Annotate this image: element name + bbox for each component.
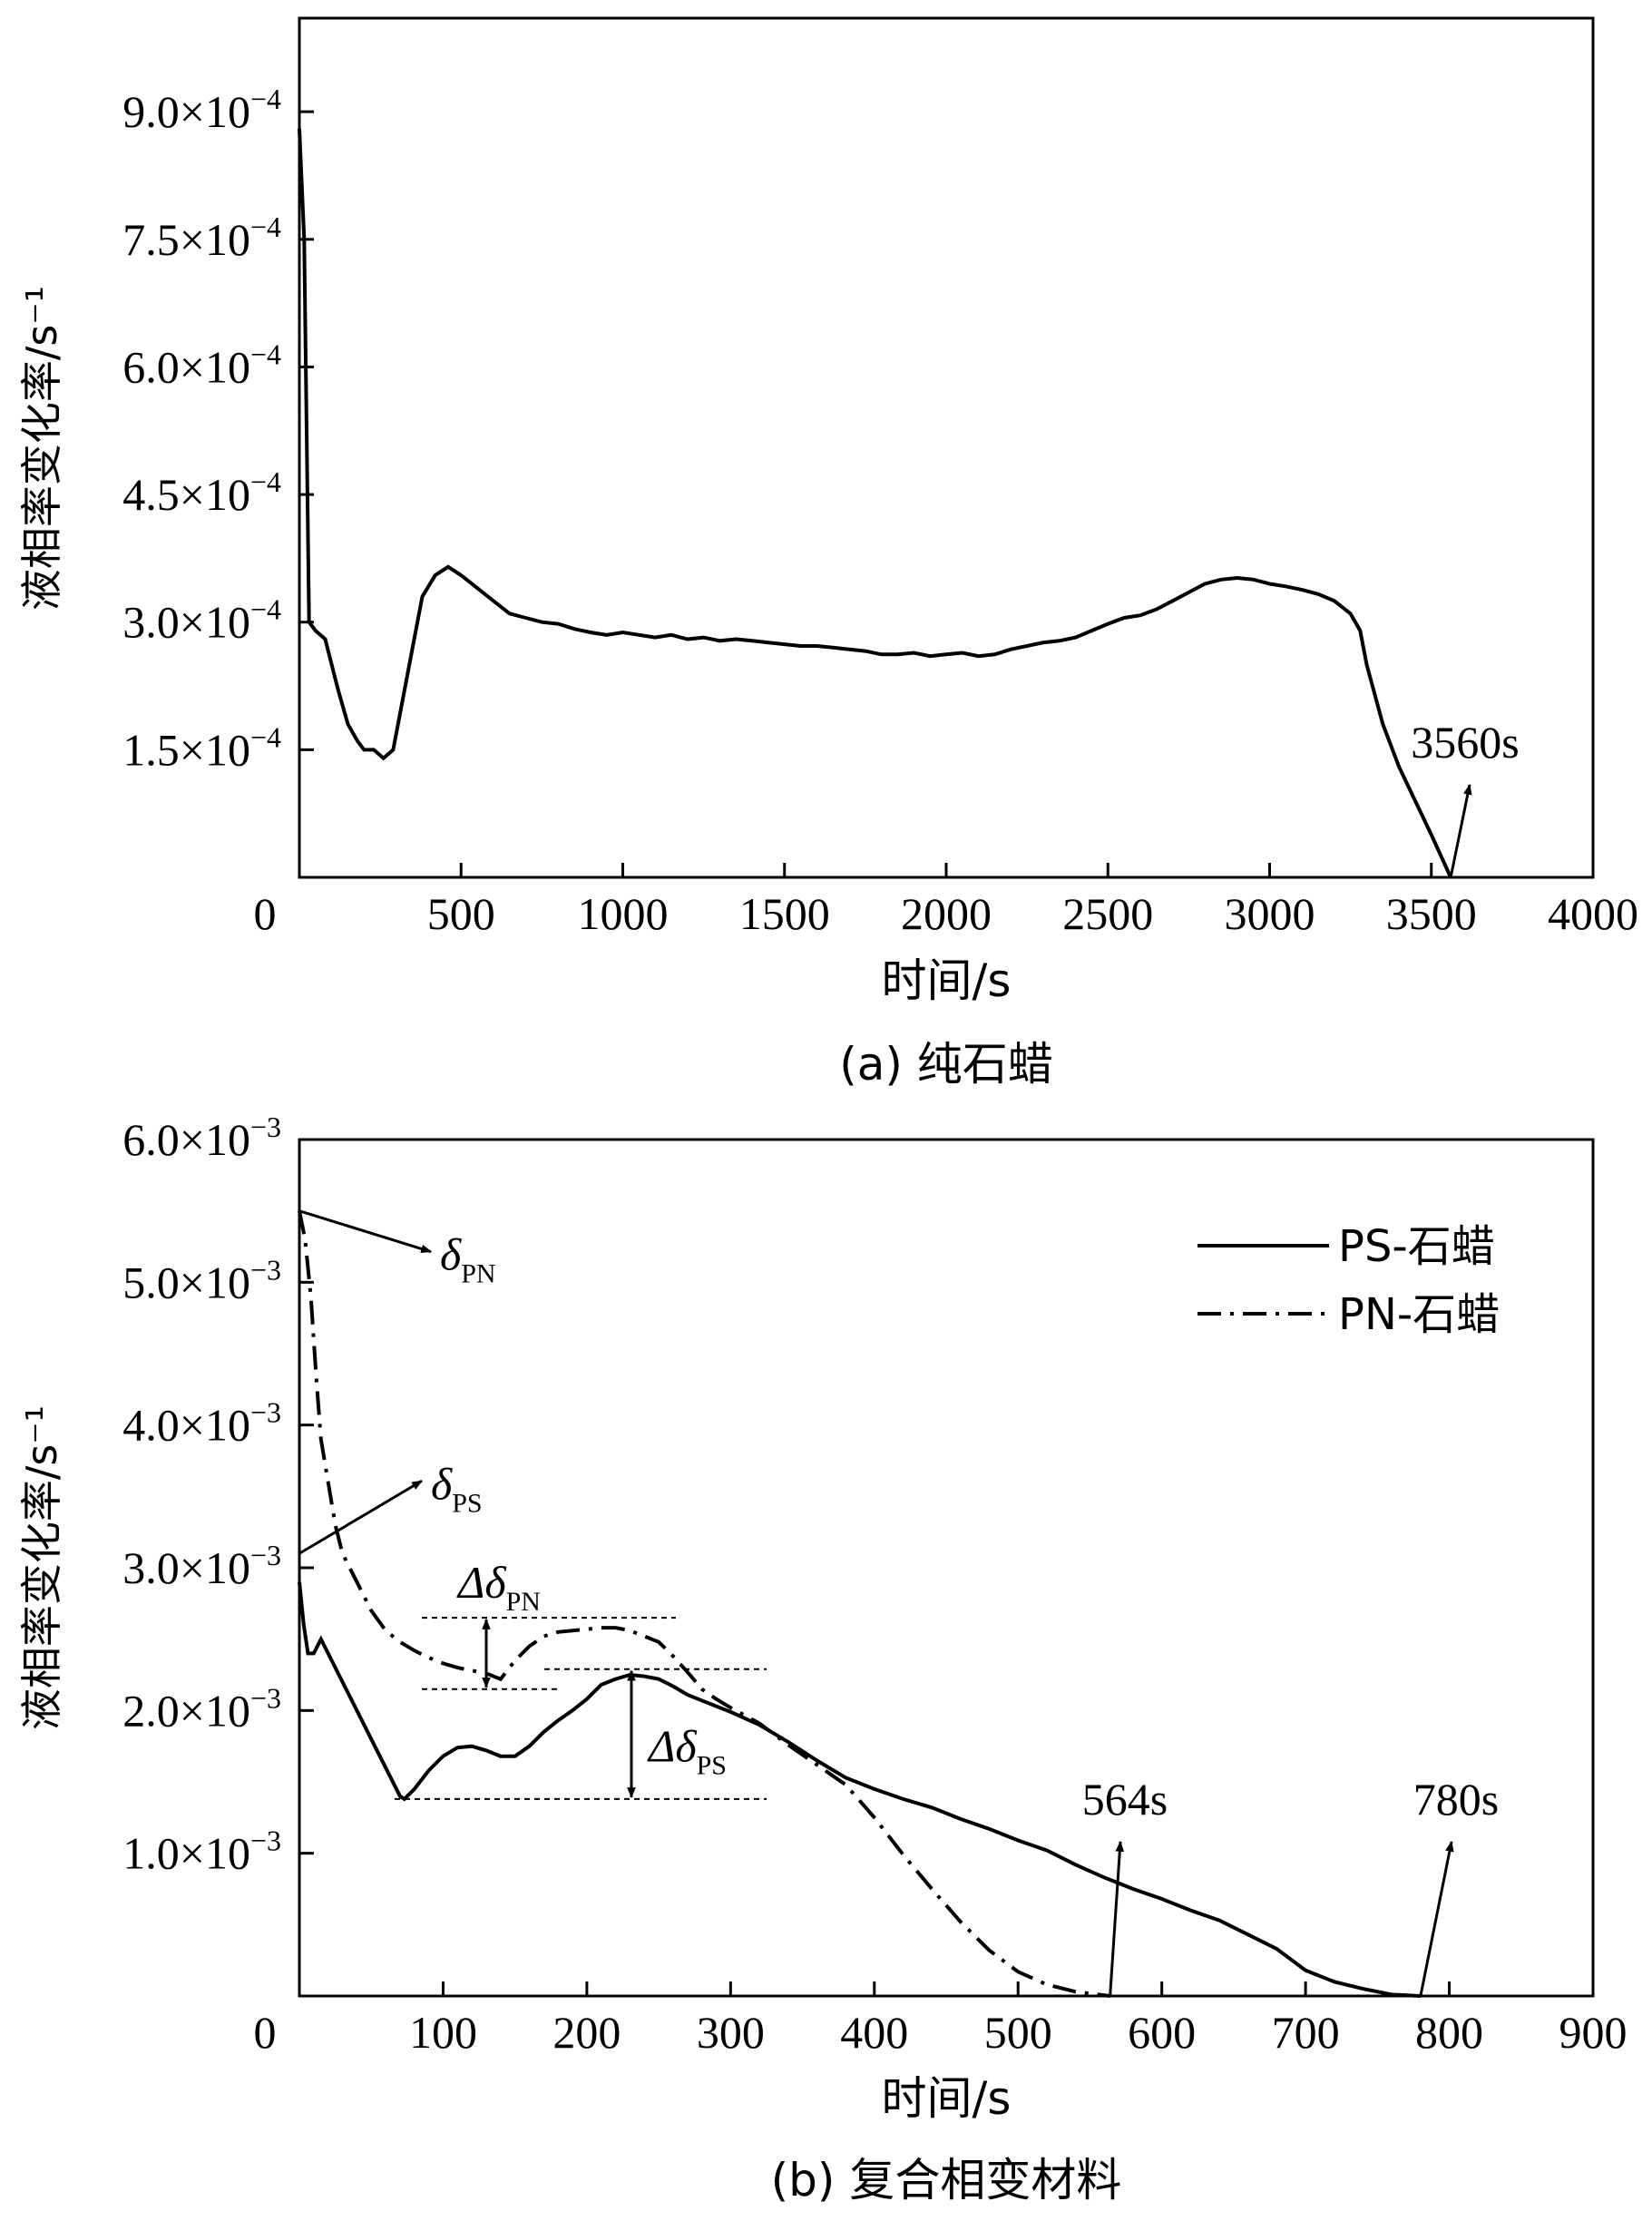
y-tick-label: 1.5×10−4 xyxy=(122,720,281,775)
caption-a: (a) 纯石蜡 xyxy=(839,1038,1053,1091)
annotation-arrow xyxy=(1419,1840,1454,1997)
delta-arrow xyxy=(298,1209,433,1254)
x-tick-label: 500 xyxy=(427,888,495,939)
pure-paraffin-line xyxy=(298,128,1452,878)
annotation-time-label: 3560s xyxy=(1411,717,1519,768)
x-tick-label: 3000 xyxy=(1225,888,1315,939)
y-axis-label-a: 液相率变化率/s⁻¹ xyxy=(17,286,66,611)
delta-label-pn: δPN xyxy=(440,1229,496,1289)
x-tick-label: 2500 xyxy=(1062,888,1153,939)
y-tick-label: 3.0×10−4 xyxy=(122,593,281,648)
x-ticks-b: 0 100 200 300 400 500 600 700 800 900 xyxy=(254,1981,1628,2058)
legend-label-ps: PS-石蜡 xyxy=(1338,1221,1495,1272)
x-axis-label-a: 时间/s xyxy=(882,954,1012,1007)
annotation-time-label: 564s xyxy=(1082,1774,1168,1825)
x-tick-label: 0 xyxy=(254,888,277,939)
x-tick-label: 2000 xyxy=(901,888,992,939)
x-tick-label: 800 xyxy=(1415,2007,1483,2058)
y-tick-label: 6.0×10−4 xyxy=(122,338,281,392)
x-tick-label: 4000 xyxy=(1548,888,1638,939)
y-tick-label: 5.0×10−3 xyxy=(122,1253,281,1307)
y-ticks-b: 1.0×10−3 2.0×10−3 3.0×10−3 4.0×10−3 5.0×10−3… xyxy=(122,1110,314,1879)
x-tick-label: 500 xyxy=(984,2007,1052,2058)
plot-frame-a xyxy=(298,16,1595,879)
pn-paraffin-line xyxy=(298,1210,1110,1998)
x-tick-label: 600 xyxy=(1128,2007,1196,2058)
legend-label-pn: PN-石蜡 xyxy=(1338,1289,1500,1340)
y-tick-label: 9.0×10−4 xyxy=(122,83,281,137)
annotations-b: δPN δPS ΔδPN ΔδPS 564s 780s xyxy=(298,1209,1499,1997)
x-tick-label: 0 xyxy=(254,2007,277,2058)
legend-b: PS-石蜡 PN-石蜡 xyxy=(1197,1221,1500,1340)
annotation-time-label: 780s xyxy=(1413,1774,1499,1825)
y-tick-label: 1.0×10−3 xyxy=(122,1825,281,1879)
y-tick-label: 3.0×10−3 xyxy=(122,1539,281,1593)
panel-a: 1.5×10−4 3.0×10−4 4.5×10−4 6.0×10−4 7.5×10−4… xyxy=(17,16,1638,1091)
annotations-a: 3560s xyxy=(1411,717,1520,878)
x-tick-label: 200 xyxy=(552,2007,621,2058)
panel-b: 1.0×10−3 2.0×10−3 3.0×10−3 4.0×10−3 5.0×10−3… xyxy=(17,1110,1628,2206)
y-tick-label: 2.0×10−3 xyxy=(122,1681,281,1736)
ps-paraffin-line xyxy=(298,1581,1422,1998)
y-tick-label: 7.5×10−4 xyxy=(122,210,281,265)
x-tick-label: 300 xyxy=(697,2007,765,2058)
y-tick-label: 6.0×10−3 xyxy=(122,1110,281,1165)
x-tick-label: 1000 xyxy=(578,888,669,939)
y-ticks-a: 1.5×10−4 3.0×10−4 4.5×10−4 6.0×10−4 7.5×10−4… xyxy=(122,83,314,775)
range-guides-b xyxy=(395,1617,767,1800)
x-tick-label: 400 xyxy=(840,2007,908,2058)
x-axis-label-b: 时间/s xyxy=(882,2072,1012,2125)
delta-label-ps: δPS xyxy=(431,1458,483,1518)
delta-arrow xyxy=(298,1479,424,1555)
y-axis-label-b: 液相率变化率/s⁻¹ xyxy=(17,1405,66,1730)
y-tick-label: 4.5×10−4 xyxy=(122,465,281,520)
annotation-arrow xyxy=(1449,783,1472,878)
x-tick-label: 900 xyxy=(1559,2007,1628,2058)
x-ticks-a: 0 500 1000 1500 2000 2500 3000 3500 4000 xyxy=(254,863,1638,939)
x-tick-label: 100 xyxy=(409,2007,477,2058)
x-tick-label: 700 xyxy=(1272,2007,1340,2058)
caption-b: (b) 复合相变材料 xyxy=(771,2154,1122,2206)
x-tick-label: 1500 xyxy=(739,888,830,939)
delta-range-label-ps: ΔδPS xyxy=(647,1720,727,1780)
annotation-arrow xyxy=(1109,1840,1125,1997)
y-tick-label: 4.0×10−3 xyxy=(122,1396,281,1451)
x-tick-label: 3500 xyxy=(1386,888,1477,939)
delta-range-label-pn: ΔδPN xyxy=(456,1557,541,1617)
